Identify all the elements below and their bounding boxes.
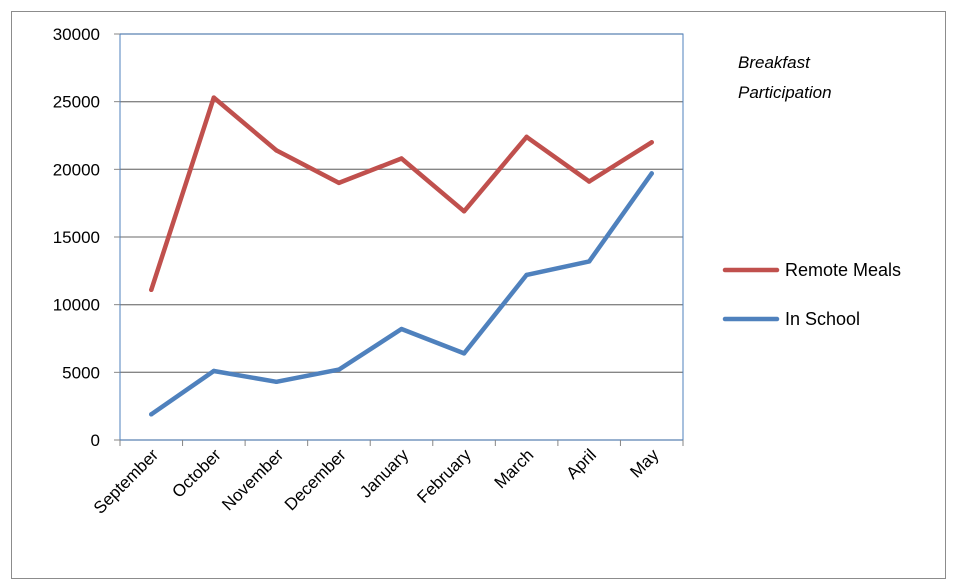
data-point: [524, 134, 529, 140]
x-tick-label: October: [168, 445, 224, 501]
y-tick-label: 10000: [53, 296, 100, 315]
data-point: [586, 179, 592, 184]
y-axis-ticks: 0 5000 10000 15000 20000 25000 30000: [53, 25, 120, 450]
data-point: [211, 95, 217, 100]
data-point: [149, 412, 154, 417]
data-point: [336, 367, 342, 372]
data-point: [399, 156, 404, 161]
x-tick-label: April: [563, 445, 600, 482]
chart-frame: [11, 11, 946, 579]
data-point: [461, 209, 467, 214]
y-tick-label: 25000: [53, 93, 100, 112]
x-tick-label: May: [626, 445, 662, 481]
data-point: [524, 272, 529, 278]
x-tick-label: January: [356, 445, 413, 502]
y-tick-label: 0: [91, 431, 100, 450]
legend-label: Remote Meals: [785, 260, 901, 280]
data-point: [586, 259, 592, 264]
series-line-remote-meals: [149, 95, 654, 293]
series-line-in-school: [149, 171, 654, 417]
annotation-line-2: Participation: [738, 83, 832, 102]
legend-label: In School: [785, 309, 860, 329]
data-point: [399, 326, 404, 332]
y-tick-label: 5000: [62, 363, 100, 382]
data-point: [274, 379, 279, 385]
data-point: [211, 368, 217, 374]
x-tick-label: September: [90, 445, 162, 517]
x-tick-label: December: [281, 445, 350, 514]
x-tick-label: November: [218, 445, 287, 514]
data-point: [149, 287, 154, 292]
data-point: [649, 171, 654, 176]
annotation-line-1: Breakfast: [738, 53, 811, 72]
x-tick-label: February: [413, 445, 475, 507]
y-tick-label: 30000: [53, 25, 100, 44]
y-tick-label: 20000: [53, 160, 100, 179]
series-lines: [149, 95, 654, 417]
data-point: [274, 148, 279, 153]
legend: Remote Meals In School: [722, 260, 901, 329]
data-point: [461, 351, 467, 356]
data-point: [336, 180, 342, 186]
data-point: [649, 140, 654, 145]
x-tick-label: March: [491, 445, 538, 492]
y-tick-label: 15000: [53, 228, 100, 247]
